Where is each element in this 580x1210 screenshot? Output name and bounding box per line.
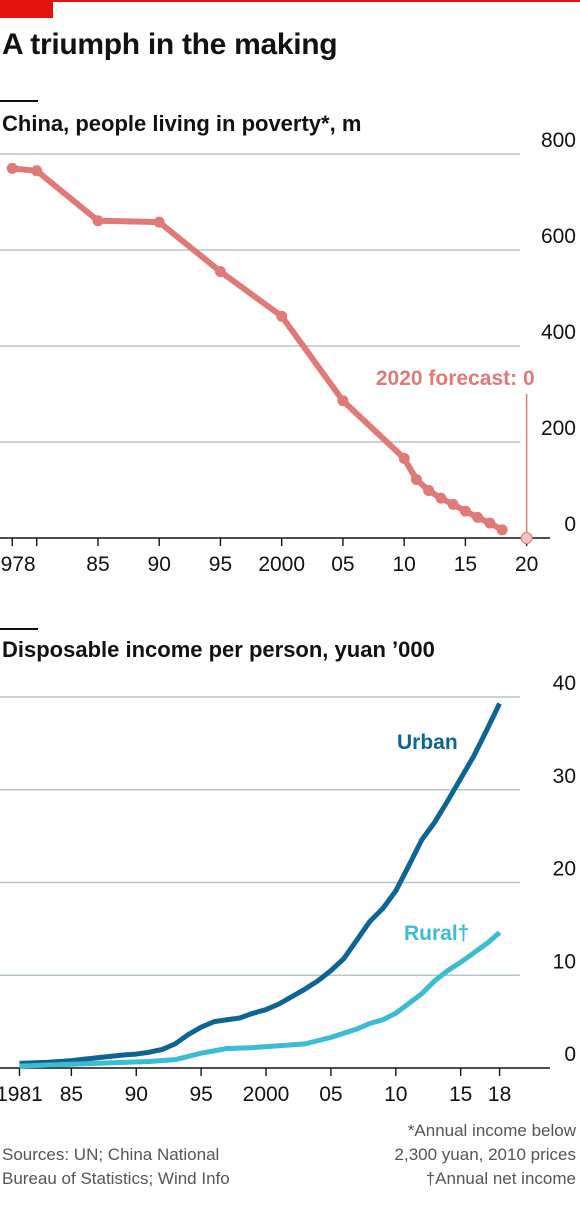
headline: A triumph in the making — [2, 28, 338, 61]
footnote-poverty: 2,300 yuan, 2010 prices — [394, 1145, 576, 1164]
x-tick-label: 18 — [488, 1083, 511, 1106]
y-tick-label: 600 — [541, 225, 576, 248]
poverty-point — [92, 215, 104, 227]
x-tick-label: 15 — [454, 553, 477, 576]
poverty-point — [423, 484, 435, 496]
forecast-point — [520, 532, 533, 544]
x-tick-label: 85 — [60, 1083, 83, 1106]
series-label-urban: Urban — [397, 731, 458, 754]
y-tick-label: 20 — [553, 858, 576, 881]
poverty-point — [484, 517, 496, 529]
chart2-title: Disposable income per person, yuan ’000 — [2, 637, 435, 662]
forecast-label: 2020 forecast: 0 — [376, 367, 535, 390]
y-tick-label: 0 — [564, 1043, 576, 1066]
poverty-point — [214, 266, 226, 278]
x-tick-label: 95 — [209, 553, 232, 576]
poverty-point — [410, 473, 422, 485]
poverty-point — [496, 524, 508, 536]
poverty-point — [276, 310, 288, 322]
x-tick-label: 05 — [331, 553, 354, 576]
rural-line — [19, 930, 502, 1069]
poverty-line — [9, 165, 506, 533]
y-tick-label: 200 — [541, 417, 576, 440]
x-tick-label: 1978 — [0, 553, 36, 576]
chart1-title: China, people living in poverty*, m — [2, 111, 362, 136]
poverty-point — [435, 492, 447, 504]
top-rule — [0, 0, 580, 2]
footnote-rural: †Annual net income — [425, 1169, 576, 1188]
sources-line: Bureau of Statistics; Wind Info — [2, 1169, 230, 1188]
income-chart: 0 10 20 30 40 1981 85 90 95 2000 05 10 15 18 Urban Rura… — [0, 672, 576, 1106]
y-tick-label: 400 — [541, 321, 576, 344]
x-tick-label: 1981 — [0, 1083, 43, 1106]
series-label-rural: Rural† — [404, 922, 469, 945]
urban-line — [19, 702, 502, 1066]
poverty-chart: 0 200 400 600 800 1978 85 90 95 2000 05 10 15 20 2020 … — [0, 129, 576, 576]
y-tick-label: 30 — [553, 765, 576, 788]
x-tick-label: 90 — [125, 1083, 148, 1106]
chart2-title-rule — [0, 628, 38, 630]
footnote-poverty: *Annual income below — [407, 1121, 576, 1140]
x-tick-label: 90 — [148, 553, 171, 576]
y-tick-label: 0 — [564, 513, 576, 536]
poverty-point — [153, 216, 165, 228]
y-tick-label: 10 — [553, 950, 576, 973]
x-tick-label: 2000 — [258, 553, 305, 576]
x-tick-label: 2000 — [243, 1083, 290, 1106]
poverty-point — [472, 511, 484, 523]
brand-red-tag — [0, 0, 53, 18]
poverty-point — [31, 165, 43, 177]
x-tick-label: 20 — [515, 553, 538, 576]
chart1-title-rule — [0, 100, 38, 102]
sources-note: Sources: UN; China National Bureau of St… — [2, 1143, 230, 1191]
y-tick-label: 800 — [541, 129, 576, 152]
x-tick-label: 95 — [189, 1083, 212, 1106]
x-tick-label: 05 — [319, 1083, 342, 1106]
sources-line: Sources: UN; China National — [2, 1145, 220, 1164]
poverty-point — [459, 505, 471, 517]
poverty-point — [6, 162, 18, 174]
poverty-point — [398, 452, 410, 464]
x-tick-label: 10 — [384, 1083, 407, 1106]
poverty-point — [337, 395, 349, 407]
poverty-point — [447, 498, 459, 510]
x-tick-label: 15 — [449, 1083, 472, 1106]
y-tick-label: 40 — [553, 672, 576, 695]
footnotes: *Annual income below 2,300 yuan, 2010 pr… — [395, 1119, 576, 1191]
x-tick-label: 85 — [86, 553, 109, 576]
x-tick-label: 10 — [392, 553, 415, 576]
